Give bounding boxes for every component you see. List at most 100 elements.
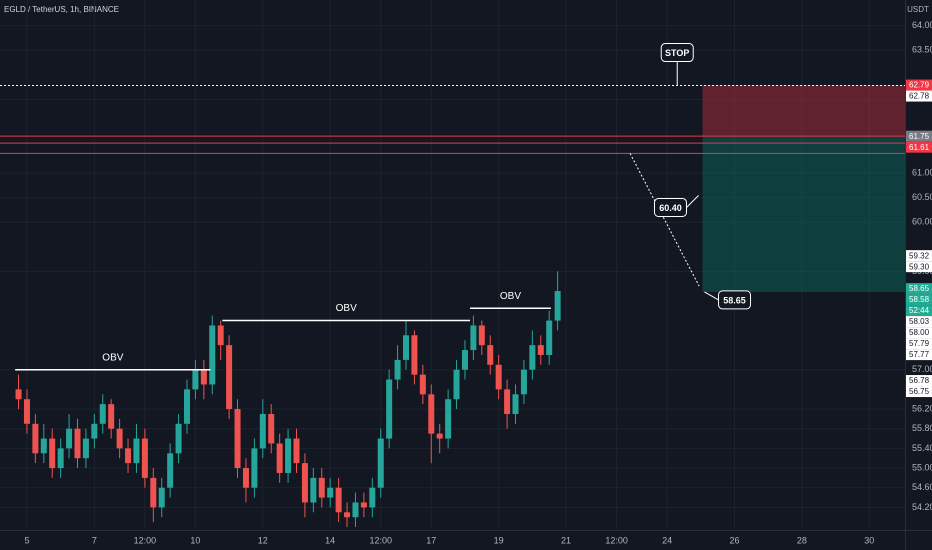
candle-body: [554, 291, 561, 321]
candle-body: [419, 374, 426, 395]
callout-box: [718, 290, 752, 310]
candle-body: [428, 394, 435, 434]
candle-body: [546, 320, 553, 355]
candle-body: [91, 423, 98, 439]
candle-body: [487, 345, 494, 365]
y-tick-label: 60.00: [912, 217, 932, 227]
y-tick-label: 55.40: [912, 443, 932, 453]
price-tag-label: 62.78: [909, 92, 930, 101]
y-tick-label: 55.80: [912, 423, 932, 433]
y-tick-label: 64.00: [912, 20, 932, 30]
x-tick-label: 10: [190, 535, 200, 545]
price-tag: [906, 79, 932, 91]
price-tag-label: 58.00: [909, 328, 930, 337]
currency-label: USDT: [907, 5, 929, 14]
candle-body: [183, 389, 190, 424]
candle-body: [192, 369, 199, 390]
candle-body: [537, 345, 544, 355]
candle-body: [470, 325, 477, 351]
candle-body: [360, 502, 367, 508]
callout-box: [660, 43, 694, 63]
candle-body: [436, 433, 443, 439]
projection-line: [629, 153, 700, 287]
price-tag-label: 59.30: [909, 262, 930, 271]
candle-body: [99, 404, 106, 424]
x-tick-label: 12:00: [369, 535, 392, 545]
x-tick-label: 12:00: [605, 535, 628, 545]
candle-body: [453, 369, 460, 400]
candle-body: [369, 487, 376, 508]
obv-label: OBV: [500, 291, 521, 302]
candle-body: [285, 438, 292, 473]
candle-body: [318, 477, 325, 498]
price-tag: [906, 375, 932, 387]
candle-body: [386, 379, 393, 439]
candle-body: [150, 477, 157, 508]
y-tick-label: 54.60: [912, 482, 932, 492]
candle-body: [234, 409, 241, 469]
candle-body: [167, 453, 174, 488]
candle-body: [141, 438, 148, 478]
y-tick-label: 60.50: [912, 192, 932, 202]
stop-zone: [702, 85, 905, 137]
price-tag: [906, 349, 932, 361]
price-tag: [906, 316, 932, 328]
candle-body: [125, 448, 132, 464]
x-tick-label: 19: [494, 535, 504, 545]
candle-body: [394, 359, 401, 380]
price-tag-label: 62.79: [909, 81, 930, 90]
x-tick-label: 12:00: [134, 535, 157, 545]
price-tag-label: 52:44: [909, 306, 930, 315]
candle-body: [478, 325, 485, 346]
candle-body: [403, 335, 410, 360]
x-tick-label: 21: [561, 535, 571, 545]
candle-body: [301, 463, 308, 503]
candle-body: [529, 345, 536, 370]
candle-body: [175, 423, 182, 454]
y-tick-label: 54.20: [912, 502, 932, 512]
price-tag: [906, 327, 932, 339]
candle-body: [377, 438, 384, 488]
price-tag: [906, 283, 932, 295]
y-tick-label: 57.00: [912, 364, 932, 374]
candle-body: [251, 448, 258, 488]
candle-body: [327, 487, 334, 498]
price-tag: [906, 338, 932, 350]
candle-body: [108, 404, 115, 429]
price-tag: [906, 141, 932, 153]
x-tick-label: 30: [864, 535, 874, 545]
x-tick-label: 17: [426, 535, 436, 545]
callout-pointer: [704, 291, 719, 301]
candle-body: [293, 438, 300, 464]
candle-body: [310, 477, 317, 503]
candle-body: [259, 413, 266, 449]
candle-body: [242, 468, 249, 488]
y-tick-label: 55.00: [912, 462, 932, 472]
price-tag: [906, 90, 932, 102]
price-tag: [906, 305, 932, 317]
x-tick-label: 5: [24, 535, 29, 545]
price-tag: [906, 261, 932, 273]
candle-body: [133, 438, 140, 464]
candle-body: [520, 369, 527, 395]
price-tag-label: 61.61: [909, 143, 930, 152]
price-tag-label: 58.58: [909, 295, 930, 304]
callout-box: [653, 197, 687, 217]
candle-body: [74, 428, 81, 459]
grid: [0, 0, 905, 530]
callout-text: STOP: [665, 48, 689, 58]
callout-text: 58.65: [723, 295, 746, 305]
price-tag-label: 57.79: [909, 339, 930, 348]
chart-title: EGLD / TetherUS, 1h, BINANCE: [4, 5, 119, 14]
price-tag-label: 58.65: [909, 284, 930, 293]
callout-pointer: [686, 195, 699, 208]
candle-body: [116, 428, 123, 449]
candle-body: [335, 487, 342, 513]
candle-body: [512, 394, 519, 414]
candle-body: [32, 423, 39, 454]
candle-body: [217, 325, 224, 346]
candle-body: [504, 389, 511, 414]
price-tag-label: 59.32: [909, 251, 930, 260]
